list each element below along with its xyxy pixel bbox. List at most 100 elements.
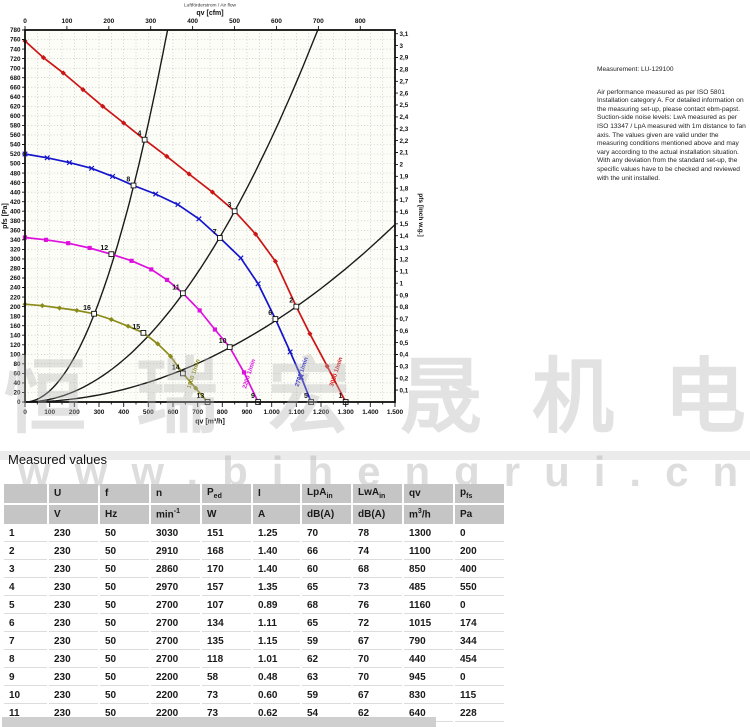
measurement-note-body: Air performance measured as per ISO 5801… xyxy=(597,88,746,182)
unit-cell: m3/h xyxy=(404,505,453,524)
watermark-glyph: 电 xyxy=(663,352,746,443)
operating-point-number: 3 xyxy=(228,202,232,209)
y-left-tick-label: 340 xyxy=(10,237,21,244)
data-marker xyxy=(74,307,80,314)
value-cell: 1.25 xyxy=(253,526,300,542)
x-tick-label: 1.300 xyxy=(338,409,355,416)
y-right-tick-label: 2,1 xyxy=(400,150,409,157)
header-cell: U xyxy=(49,484,98,503)
y-right-tick-label: 1,2 xyxy=(400,257,409,264)
operating-point-number: 11 xyxy=(172,284,180,291)
y-left-tick-label: 160 xyxy=(10,323,21,330)
table-row: 1 230 50 3030 151 1.25 70 78 1300 0 xyxy=(4,526,504,542)
operating-point-14 xyxy=(180,370,186,377)
y-right-tick-label: 2,9 xyxy=(400,55,409,62)
operating-point-11 xyxy=(180,290,186,297)
operating-point-number: 12 xyxy=(100,245,108,252)
data-marker xyxy=(60,70,66,76)
data-marker xyxy=(43,237,49,242)
value-cell: 58 xyxy=(202,670,251,686)
y-right-tick-label: 0,9 xyxy=(400,292,409,299)
value-cell: 790 xyxy=(404,634,453,650)
table-row: 3 230 50 2860 170 1.40 60 68 850 400 xyxy=(4,562,504,578)
y-right-tick-label: 1,6 xyxy=(400,209,409,216)
next-row-cut-strip xyxy=(2,717,436,727)
value-cell: 1160 xyxy=(404,598,453,614)
value-cell: 50 xyxy=(100,562,149,578)
x-tick-label: 1.200 xyxy=(313,409,330,416)
value-cell: 0.48 xyxy=(253,670,300,686)
y-left-tick-label: 260 xyxy=(10,275,21,282)
value-cell: 230 xyxy=(49,670,98,686)
row-number-cell: 1 xyxy=(4,526,47,542)
operating-point-number: 16 xyxy=(83,305,91,312)
y-left-tick-label: 280 xyxy=(10,266,21,273)
table-row: 8 230 50 2700 118 1.01 62 70 440 454 xyxy=(4,652,504,668)
value-cell: 400 xyxy=(455,562,504,578)
value-cell: 68 xyxy=(353,562,402,578)
value-cell: 230 xyxy=(49,544,98,560)
data-marker xyxy=(153,191,159,197)
data-marker xyxy=(108,316,114,323)
y-right-tick-label: 3,1 xyxy=(400,31,409,38)
y-right-tick-label: 0,3 xyxy=(400,364,409,371)
y-left-tick-label: 520 xyxy=(10,151,21,158)
value-cell: 59 xyxy=(302,688,351,704)
value-cell: 60 xyxy=(302,562,351,578)
operating-point-number: 4 xyxy=(138,131,142,138)
value-cell: 50 xyxy=(100,688,149,704)
value-cell: 1.11 xyxy=(253,616,300,632)
y-right-tick-label: 1,8 xyxy=(400,185,409,192)
y-left-tick-label: 240 xyxy=(10,285,21,292)
y-right-tick-label: 0,1 xyxy=(400,387,409,394)
value-cell: 118 xyxy=(202,652,251,668)
operating-point-7 xyxy=(217,235,223,241)
value-cell: 1.40 xyxy=(253,562,300,578)
data-marker xyxy=(66,159,73,166)
x-top-tick-label: 300 xyxy=(145,18,156,25)
operating-point-2 xyxy=(293,303,300,310)
unit-cell: Hz xyxy=(100,505,149,524)
value-cell: 1100 xyxy=(404,544,453,560)
y-left-tick-label: 740 xyxy=(10,46,21,53)
header-cell: Ped xyxy=(202,484,251,503)
y-left-tick-label: 180 xyxy=(10,313,21,320)
x-tick-label: 800 xyxy=(217,409,228,416)
section-title: Measured values xyxy=(8,452,107,467)
y-right-tick-label: 1,5 xyxy=(400,221,409,228)
value-cell: 170 xyxy=(202,562,251,578)
y-right-tick-label: 0,5 xyxy=(400,340,409,347)
value-cell: 50 xyxy=(100,616,149,632)
y-left-tick-label: 200 xyxy=(10,304,21,311)
operating-point-12 xyxy=(108,251,115,258)
value-cell: 228 xyxy=(455,706,504,722)
y-left-tick-label: 580 xyxy=(10,123,21,130)
y-left-tick-label: 360 xyxy=(10,228,21,235)
data-marker xyxy=(40,55,47,61)
x-top-tick-label: 400 xyxy=(187,18,198,25)
value-cell: 2200 xyxy=(151,688,200,704)
y-left-tick-label: 760 xyxy=(10,37,21,44)
system-curve-2 xyxy=(24,29,319,403)
data-marker xyxy=(66,241,71,246)
y-left-tick-label: 460 xyxy=(10,180,21,187)
x-tick-label: 400 xyxy=(118,409,129,416)
value-cell: 68 xyxy=(302,598,351,614)
y-right-tick-label: 2,3 xyxy=(400,126,409,133)
value-cell: 73 xyxy=(202,688,251,704)
x-top-tick-label: 600 xyxy=(271,18,282,25)
y-right-tick-label: 2,6 xyxy=(400,90,409,97)
data-marker xyxy=(164,153,170,159)
y-left-tick-label: 300 xyxy=(10,256,21,263)
y-left-tick-label: 440 xyxy=(10,189,21,196)
y-right-tick-label: 1,3 xyxy=(400,245,409,252)
value-cell: 344 xyxy=(455,634,504,650)
row-number-cell: 8 xyxy=(4,652,47,668)
y-right-tick-label: 2,2 xyxy=(400,138,409,145)
data-marker xyxy=(80,87,86,93)
data-marker xyxy=(149,267,154,272)
